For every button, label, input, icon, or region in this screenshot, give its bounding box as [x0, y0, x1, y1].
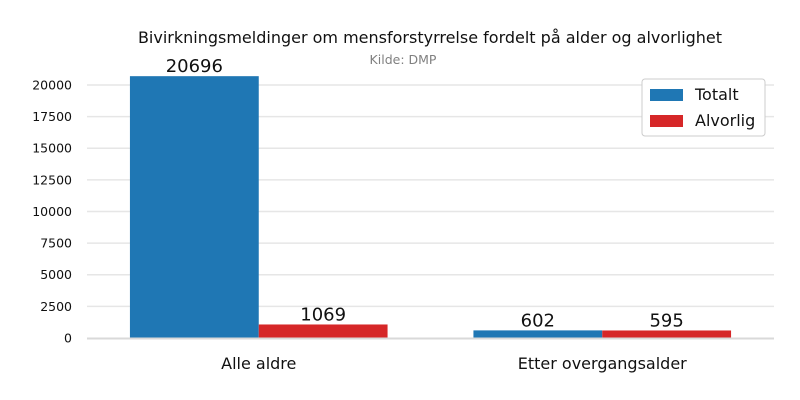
y-tick-label: 5000 [40, 267, 72, 282]
y-tick-label: 7500 [40, 236, 72, 251]
y-tick-label: 12500 [32, 172, 72, 187]
bar-alvorlig [258, 324, 388, 338]
bar-alvorlig [602, 330, 732, 338]
data-label: 595 [649, 310, 683, 331]
data-label: 602 [521, 310, 555, 331]
chart-title: Bivirkningsmeldinger om mensforstyrrelse… [138, 28, 722, 47]
x-axis: Alle aldre Etter overgangsalder [221, 354, 687, 373]
bars: 20696 1069 602 595 [129, 56, 732, 338]
y-tick-label: 20000 [32, 77, 72, 92]
legend: Totalt Alvorlig [641, 78, 766, 137]
data-label: 1069 [300, 304, 346, 325]
bar-totalt [473, 330, 603, 338]
bar-totalt [129, 76, 259, 338]
y-tick-label: 10000 [32, 204, 72, 219]
legend-label: Alvorlig [695, 111, 755, 130]
legend-label: Totalt [694, 85, 739, 104]
x-tick-label: Alle aldre [221, 354, 296, 373]
legend-swatch-totalt [650, 89, 683, 101]
y-tick-label: 15000 [32, 141, 72, 156]
y-axis: 0 2500 5000 7500 10000 12500 15000 17500 20000 [32, 77, 72, 345]
y-tick-label: 17500 [32, 109, 72, 124]
chart-subtitle: Kilde: DMP [370, 52, 437, 67]
y-tick-label: 2500 [40, 299, 72, 314]
data-label: 20696 [166, 56, 223, 77]
legend-swatch-alvorlig [650, 115, 683, 127]
y-tick-label: 0 [64, 331, 72, 346]
x-tick-label: Etter overgangsalder [518, 354, 687, 373]
